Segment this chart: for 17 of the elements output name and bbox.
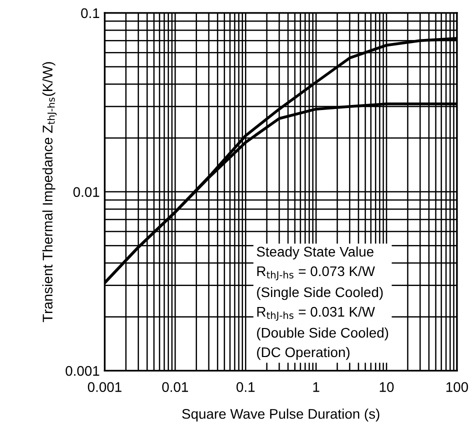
annotation: (DC Operation) — [257, 346, 350, 360]
annotation: Steady State Value — [256, 246, 374, 260]
x-tick-label: 0.01 — [162, 382, 188, 392]
y-tick-label: 0.001 — [66, 366, 100, 376]
annotation: R$_{thJ-hs}$ = 0.031 K/W — [257, 306, 375, 321]
x-axis-title: Square Wave Pulse Duration (s) — [182, 408, 380, 422]
x-tick-label: 0.1 — [236, 382, 255, 392]
x-tick-label: 100 — [446, 382, 468, 392]
x-tick-label: 0.001 — [88, 382, 122, 392]
y-tick-label: 0.1 — [81, 8, 100, 18]
x-tick-label: 10 — [380, 382, 394, 392]
y-tick-label: 0.01 — [73, 187, 100, 197]
annotation: (Double Side Cooled) — [257, 327, 388, 340]
x-tick-label: 1 — [313, 382, 320, 392]
annotation: R$_{thJ-hs}$ = 0.073 K/W — [257, 266, 375, 280]
annotation: (Single Side Cooled) — [257, 286, 383, 300]
y-axis-title: Transient Thermal Impedance Z$_{thJ-hs}$(K/W) — [42, 62, 57, 322]
